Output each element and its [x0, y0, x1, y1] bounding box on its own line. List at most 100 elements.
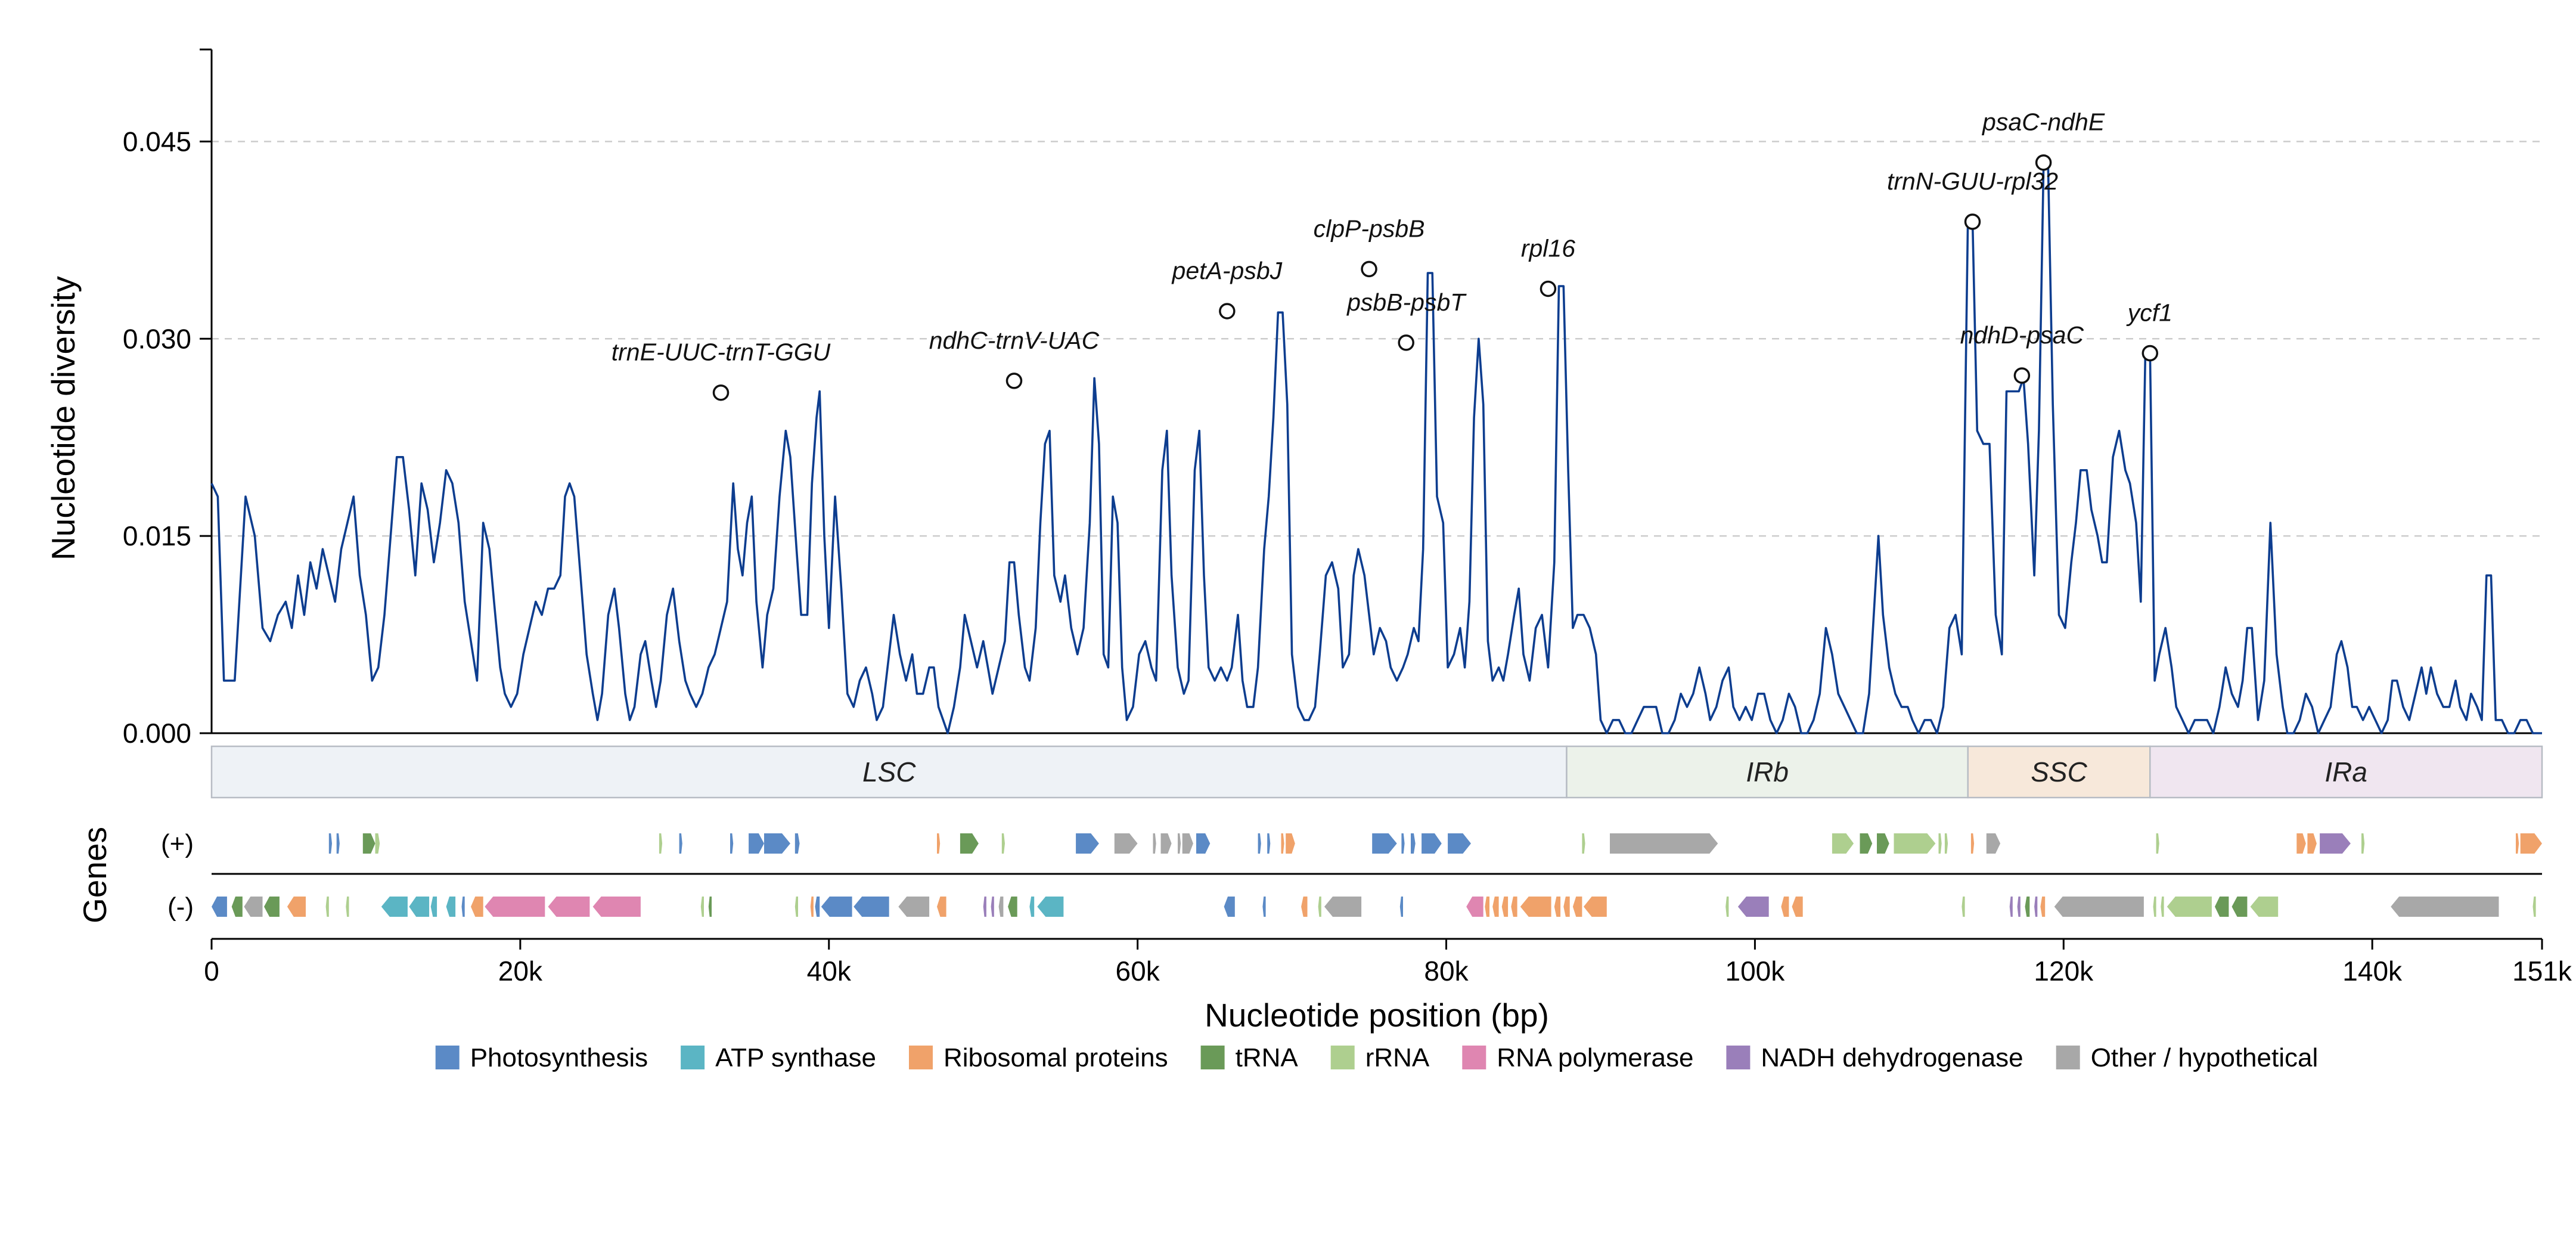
legend-item: Other / hypothetical [2056, 1043, 2319, 1072]
gene-photo [794, 833, 800, 854]
peak-label: ndhC-trnV-UAC [929, 327, 1100, 354]
gene-photo [1267, 833, 1271, 854]
gene-ndh [1737, 897, 1769, 917]
gene-atp [1029, 897, 1035, 917]
y-tick-label: 0.000 [123, 718, 191, 749]
gene-ribo [1501, 897, 1509, 917]
gene-photo [749, 833, 764, 854]
gene-ribo [1301, 897, 1308, 917]
gene-ribo [937, 833, 941, 854]
y-tick-label: 0.045 [123, 126, 191, 157]
gene-rrna [375, 833, 380, 854]
legend-label: ATP synthase [715, 1043, 876, 1072]
peak-marker [2035, 154, 2052, 171]
x-tick-label: 40k [807, 956, 852, 987]
gene-ribo [2296, 833, 2306, 854]
y-axis-title: Nucleotide diversity [45, 276, 82, 560]
gene-trna [264, 897, 280, 917]
legend-item: tRNA [1200, 1043, 1298, 1072]
legend-label: Photosynthesis [470, 1043, 648, 1072]
gene-ribo [1485, 897, 1489, 917]
x-tick-label: 140k [2342, 956, 2403, 987]
x-axis-title: Nucleotide position (bp) [1205, 997, 1549, 1034]
legend-label: Ribosomal proteins [944, 1043, 1168, 1072]
gene-photo [815, 897, 820, 917]
gene-ribo [1792, 897, 1803, 917]
gene-rnapol [1466, 897, 1483, 917]
peak-marker [1398, 334, 1414, 351]
gene-rrna [2167, 897, 2212, 917]
gene-ribo [1781, 897, 1789, 917]
gene-rrna [1318, 897, 1321, 917]
legend-swatch [909, 1046, 933, 1069]
peak-label: petA-psbJ [1171, 257, 1283, 284]
peak-marker [1219, 303, 1236, 320]
peak-label: rpl16 [1521, 234, 1575, 262]
gene-ndh [2017, 897, 2021, 917]
gene-ribo [1281, 833, 1284, 854]
gene-ribo [1520, 897, 1551, 917]
region-segment [210, 745, 1568, 799]
gene-trna [231, 897, 243, 917]
gene-atp [381, 897, 408, 917]
gene-trna [2025, 897, 2030, 917]
gene-ribo [1286, 833, 1295, 854]
x-tick-label: 80k [1424, 956, 1469, 987]
peak-label: ycf1 [2126, 299, 2172, 327]
region-label: LSC [862, 756, 916, 787]
gene-photo [1422, 833, 1442, 854]
gene-other [1178, 833, 1181, 854]
gene-rrna [700, 897, 704, 917]
genome-region-bar: LSC IRb SSC IRa [210, 745, 2543, 799]
gene-trna [362, 833, 375, 854]
gene-photo [328, 833, 332, 854]
gene-photo [679, 833, 682, 854]
gene-ribo [937, 897, 946, 917]
legend-label: rRNA [1365, 1043, 1430, 1072]
legend-label: RNA polymerase [1497, 1043, 1693, 1072]
gene-trna [960, 833, 979, 854]
gene-ndh [2009, 897, 2013, 917]
legend-swatch [435, 1046, 460, 1069]
legend-label: Other / hypothetical [2091, 1043, 2319, 1072]
y-tick-label: 0.030 [123, 323, 191, 354]
gene-other [1986, 833, 2001, 854]
legend-swatch [2056, 1046, 2080, 1069]
gene-rrna [1938, 833, 1942, 854]
gene-ribo [810, 897, 814, 917]
gene-ndh [991, 897, 994, 917]
region-segment [1566, 745, 1969, 799]
legend-item: NADH dehydrogenase [1726, 1043, 2023, 1072]
legend-swatch [1200, 1046, 1225, 1069]
gene-ribo [2520, 833, 2542, 854]
gene-other [898, 897, 930, 917]
peak-marker [2142, 345, 2159, 362]
gene-trna [2215, 897, 2229, 917]
gene-other [998, 897, 1004, 917]
x-tick-label: 0 [204, 956, 219, 987]
x-tick-label: 151k [2512, 956, 2572, 987]
region-label: IRa [2324, 756, 2367, 787]
gene-ndh [983, 897, 986, 917]
gene-photo [1399, 897, 1403, 917]
gene-rrna [1001, 833, 1005, 854]
gene-rrna [1725, 897, 1729, 917]
region-segment [2149, 745, 2543, 799]
legend-swatch [681, 1046, 705, 1069]
gene-other [244, 897, 263, 917]
gene-rrna [346, 897, 349, 917]
gene-photo [461, 897, 465, 917]
region-label: SSC [2031, 756, 2087, 787]
diversity-line [210, 166, 2542, 734]
gene-ribo [2040, 897, 2046, 917]
legend-swatch [1462, 1046, 1486, 1069]
peak-marker [2013, 367, 2031, 384]
gene-trna [1860, 833, 1873, 854]
gene-photo [1448, 833, 1471, 854]
gene-category-legend: Photosynthesis ATP synthase Ribosomal prot… [435, 1043, 2319, 1072]
gene-other [1182, 833, 1193, 854]
gene-trna [2232, 897, 2248, 917]
legend-label: NADH dehydrogenase [1761, 1043, 2023, 1072]
gene-rnapol [548, 897, 590, 917]
gene-ribo [1584, 897, 1607, 917]
